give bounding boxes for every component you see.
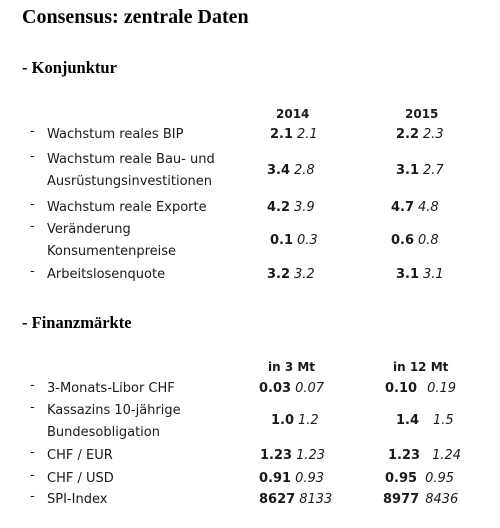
- value-2015: 2.2 2.3: [396, 127, 444, 142]
- value-2015: 3.1 2.7: [396, 163, 444, 178]
- row-label: CHF / EUR: [47, 448, 113, 463]
- value-12-months: 1.4 1.5: [396, 413, 454, 428]
- row-label: CHF / USD: [47, 471, 114, 486]
- bullet-dash: -: [30, 264, 35, 279]
- bullet-dash: -: [30, 197, 35, 212]
- page-title: Consensus: zentrale Daten: [22, 6, 249, 28]
- bullet-dash: -: [30, 468, 35, 483]
- row-label: Arbeitslosenquote: [47, 267, 166, 282]
- bullet-dash: -: [30, 445, 35, 460]
- value-3-months: 1.23 1.23: [260, 448, 326, 463]
- bullet-dash: -: [30, 149, 35, 164]
- row-label: 3-Monats-Libor CHF: [47, 381, 175, 396]
- bullet-dash: -: [30, 489, 35, 504]
- value-3-months: 8627 8133: [259, 492, 333, 507]
- row-label: Veränderung Konsumentenpreise: [47, 222, 177, 259]
- column-header-2014: 2014: [276, 107, 310, 121]
- row-label: SPI-Index: [47, 492, 108, 507]
- value-2015: 3.1 3.1: [396, 267, 444, 282]
- row-label: Wachstum reales BIP: [47, 127, 184, 142]
- value-2014: 3.2 3.2: [267, 267, 315, 282]
- value-2015: 4.7 4.8: [391, 200, 439, 215]
- value-12-months: 8977 8436: [383, 492, 459, 507]
- row-label: Wachstum reale Bau- und Ausrüstungsinvest…: [47, 152, 215, 189]
- value-12-months: 0.10 0.19: [385, 381, 457, 396]
- value-2014: 3.4 2.8: [267, 163, 315, 178]
- value-2015: 0.6 0.8: [391, 233, 439, 248]
- value-12-months: 1.23 1.24: [388, 448, 462, 463]
- value-12-months: 0.95 0.95: [385, 471, 455, 486]
- column-header-3-months: in 3 Mt: [268, 360, 316, 374]
- value-3-months: 0.91 0.93: [259, 471, 325, 486]
- row-label: Kassazins 10-jährige Bundesobligation: [47, 403, 181, 440]
- value-3-months: 1.0 1.2: [271, 413, 319, 428]
- row-label: Wachstum reale Exporte: [47, 200, 207, 215]
- bullet-dash: -: [30, 219, 35, 234]
- bullet-dash: -: [30, 124, 35, 139]
- column-header-2015: 2015: [405, 107, 439, 121]
- value-2014: 2.1 2.1: [270, 127, 318, 142]
- bullet-dash: -: [30, 400, 35, 415]
- value-2014: 4.2 3.9: [267, 200, 315, 215]
- value-2014: 0.1 0.3: [270, 233, 318, 248]
- column-header-12-months: in 12 Mt: [393, 360, 449, 374]
- value-3-months: 0.03 0.07: [259, 381, 325, 396]
- section-title-konjunktur: - Konjunktur: [22, 58, 117, 77]
- section-title-finanzmaerkte: - Finanzmärkte: [22, 313, 132, 332]
- bullet-dash: -: [30, 378, 35, 393]
